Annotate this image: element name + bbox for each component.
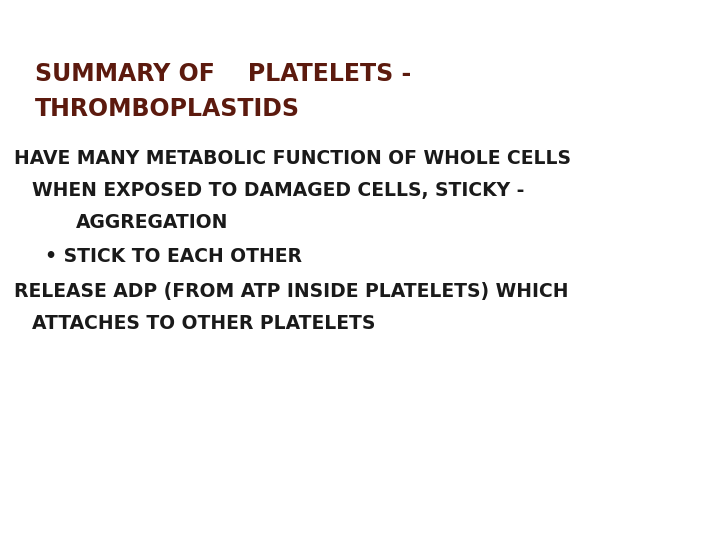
Text: HAVE MANY METABOLIC FUNCTION OF WHOLE CELLS: HAVE MANY METABOLIC FUNCTION OF WHOLE CE…: [14, 148, 572, 167]
Text: RELEASE ADP (FROM ATP INSIDE PLATELETS) WHICH: RELEASE ADP (FROM ATP INSIDE PLATELETS) …: [14, 282, 569, 301]
Text: SUMMARY OF    PLATELETS -: SUMMARY OF PLATELETS -: [35, 62, 411, 86]
Text: • STICK TO EACH OTHER: • STICK TO EACH OTHER: [45, 247, 302, 266]
Text: THROMBOPLASTIDS: THROMBOPLASTIDS: [35, 97, 300, 121]
Text: AGGREGATION: AGGREGATION: [76, 213, 228, 232]
Text: ATTACHES TO OTHER PLATELETS: ATTACHES TO OTHER PLATELETS: [32, 314, 376, 333]
Text: WHEN EXPOSED TO DAMAGED CELLS, STICKY -: WHEN EXPOSED TO DAMAGED CELLS, STICKY -: [32, 181, 525, 200]
